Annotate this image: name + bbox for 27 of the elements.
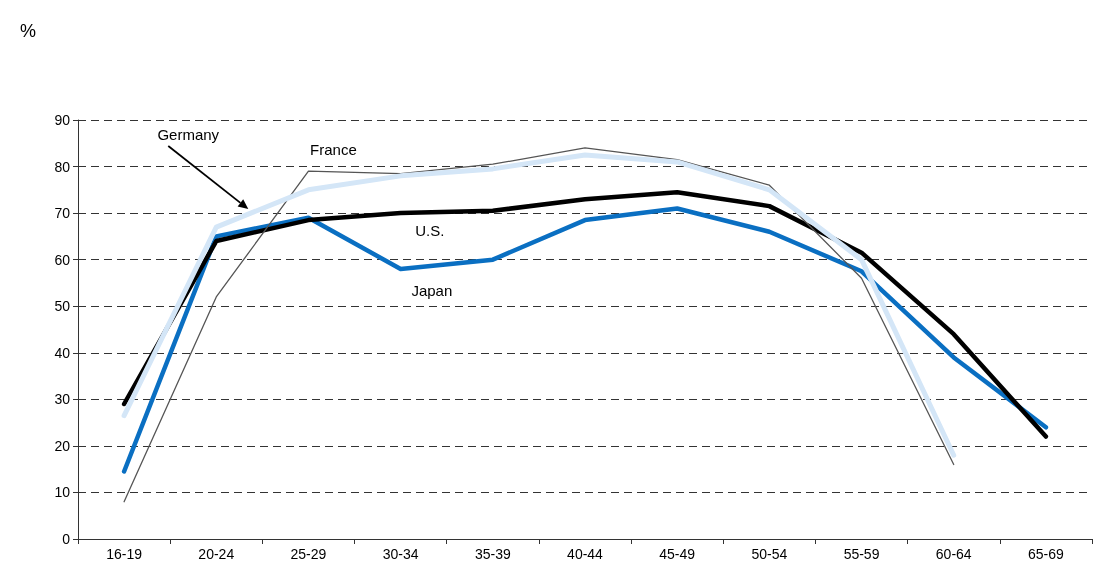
y-axis-title: % [20, 21, 37, 41]
text: Germany [157, 125, 220, 143]
y-tick-label: 30 [54, 391, 71, 408]
x-tick-label: 45-49 [659, 546, 696, 562]
series-label: U.S. [415, 222, 445, 240]
x-tick-label: 35-39 [474, 546, 511, 562]
x-tick-label: 20-24 [198, 546, 235, 562]
line-series [121, 206, 1049, 474]
x-tick-label: 16-19 [106, 546, 143, 562]
y-tick-label: 20 [54, 437, 71, 454]
x-tick-label: 30-34 [382, 546, 419, 562]
x-tick-label: 55-59 [843, 546, 880, 562]
y-tick-label: 90 [54, 112, 71, 128]
y-tick-label: 0 [62, 531, 71, 547]
series-label: Japan [411, 282, 453, 300]
y-tick-label: 40 [54, 344, 71, 361]
x-tick-label: 60-64 [935, 546, 972, 562]
y-tick-label: 80 [54, 158, 71, 175]
x-tick-label: 40-44 [567, 546, 604, 562]
y-tick-label: 60 [54, 251, 71, 268]
y-tick-label: 10 [54, 484, 71, 501]
x-tick-label: 50-54 [751, 546, 788, 562]
y-tick-label: 70 [54, 205, 71, 222]
series-label: France [310, 140, 357, 158]
x-tick-label: 25-29 [290, 546, 327, 562]
x-tick-label: 65-69 [1028, 546, 1065, 562]
y-tick-label: 50 [54, 298, 71, 315]
